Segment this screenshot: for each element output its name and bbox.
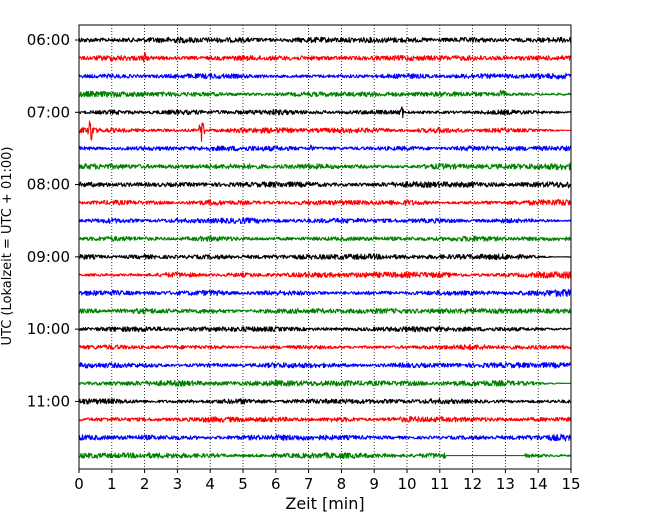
x-tick-label: 4 — [205, 475, 215, 493]
seismogram-trace — [78, 379, 572, 387]
tick-layer: 0 1 2 3 4 5 6 7 8 9 10 11 12 13 14 1506:0007:0008:0009:… — [27, 31, 581, 493]
plot-frame — [78, 24, 572, 470]
seismogram-trace — [78, 36, 572, 44]
seismogram-trace — [78, 198, 572, 206]
seismogram-trace — [78, 288, 572, 298]
x-tick-label: 0 — [74, 475, 84, 493]
seismogram-trace — [78, 416, 572, 423]
seismogram-trace — [78, 433, 572, 442]
y-axis-label: UTC (Lokalzeit = UTC + 01:00) — [0, 147, 15, 346]
seismogram-trace — [78, 89, 572, 98]
seismogram-trace — [78, 181, 572, 189]
y-tick-label: 11:00 — [27, 392, 70, 410]
seismogram-trace — [78, 51, 572, 63]
x-tick-label: 7 — [304, 475, 314, 493]
seismogram-trace — [78, 307, 572, 315]
seismogram-trace — [78, 235, 572, 242]
trace-layer — [78, 36, 572, 460]
y-tick-label: 08:00 — [27, 176, 70, 194]
x-tick-label: 8 — [337, 475, 347, 493]
x-tick-label: 9 — [369, 475, 379, 493]
x-tick-label: 14 — [529, 475, 548, 493]
y-tick-label: 06:00 — [27, 31, 70, 49]
y-tick-label: 07:00 — [27, 103, 70, 121]
x-tick-label: 15 — [561, 475, 580, 493]
y-tick-label: 09:00 — [27, 248, 70, 266]
seismogram-trace — [78, 398, 572, 405]
x-tick-label: 1 — [107, 475, 117, 493]
x-axis-label: Zeit [min] — [285, 494, 364, 513]
seismogram-trace — [78, 271, 572, 280]
seismogram-trace — [78, 362, 572, 369]
seismogram-trace — [78, 72, 572, 80]
x-tick-label: 2 — [140, 475, 150, 493]
x-tick-label: 13 — [496, 475, 515, 493]
seismogram-trace — [78, 253, 572, 261]
y-tick-label: 10:00 — [27, 320, 70, 338]
seismogram-trace — [78, 106, 572, 119]
x-tick-label: 3 — [173, 475, 183, 493]
seismogram-trace — [78, 325, 572, 333]
seismogram-trace — [78, 162, 572, 171]
x-tick-label: 5 — [238, 475, 248, 493]
seismogram-trace — [78, 144, 572, 152]
seismogram-trace — [78, 343, 572, 351]
x-tick-label: 12 — [463, 475, 482, 493]
x-tick-label: 10 — [397, 475, 416, 493]
seismogram-trace — [78, 452, 572, 460]
x-tick-label: 6 — [271, 475, 281, 493]
x-tick-label: 11 — [430, 475, 449, 493]
seismogram-trace — [78, 217, 572, 225]
grid-layer — [111, 25, 539, 469]
seismogram-trace — [78, 120, 572, 142]
